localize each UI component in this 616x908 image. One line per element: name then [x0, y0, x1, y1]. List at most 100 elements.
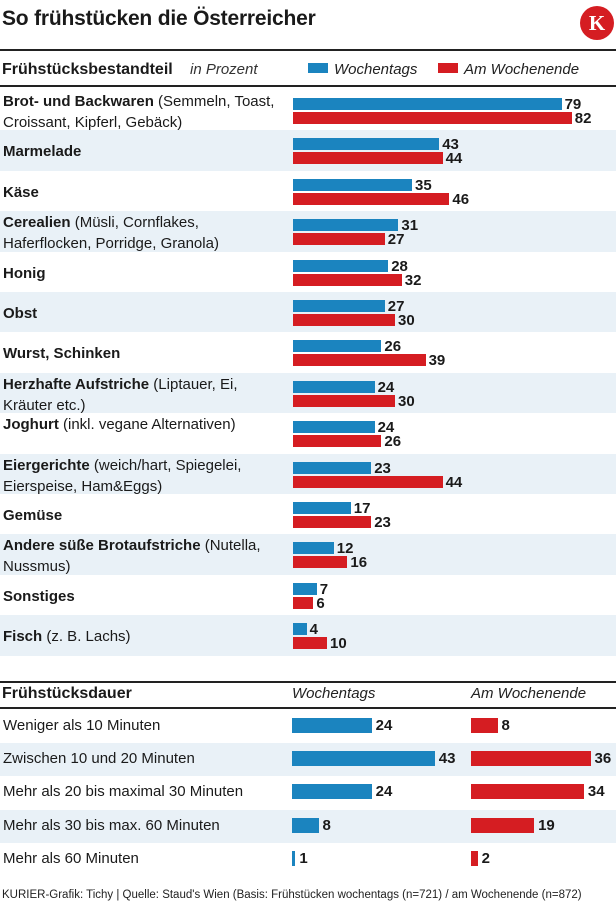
weekday-duration-value: 24: [375, 783, 393, 801]
weekend-bar: [293, 516, 372, 528]
weekend-duration-bar: [471, 751, 591, 767]
weekday-value: 28: [391, 257, 408, 275]
weekday-bar: [293, 542, 334, 555]
source-footer: KURIER-Grafik: Tichy | Quelle: Staud's W…: [2, 889, 582, 901]
weekend-bar: [293, 354, 426, 367]
category-name: Andere süße Brotaufstriche: [3, 537, 201, 555]
weekend-value: 27: [387, 231, 405, 249]
weekend-duration-value: 19: [538, 816, 555, 834]
weekend-value: 46: [452, 190, 470, 208]
weekday-duration-bar: [292, 718, 372, 733]
weekday-bar: [293, 219, 399, 232]
weekday-value: 35: [415, 176, 432, 194]
weekday-bar: [293, 380, 375, 393]
weekend-value: 30: [398, 312, 415, 329]
category-detail: (Liptauer, Ei, Kräuter etc.): [3, 375, 238, 414]
weekend-value: 32: [404, 271, 422, 289]
components-divider: [0, 85, 616, 87]
category-label: Obst: [3, 303, 288, 324]
weekend-duration-bar: [471, 850, 478, 866]
weekday-value: 26: [384, 338, 402, 356]
category-detail: (Semmeln, Toast, Croissant, Kipferl, Geb…: [3, 93, 275, 131]
weekday-value: 7: [319, 580, 329, 598]
weekend-duration-value: 34: [587, 783, 605, 801]
category-detail: (Müsli, Cornflakes, Haferflocken, Porrid…: [3, 214, 219, 253]
category-name: Marmelade: [3, 143, 82, 161]
category-label: Joghurt (inkl. vegane Alternativen): [3, 414, 288, 435]
weekday-duration-bar: [292, 850, 296, 866]
weekday-value: 24: [377, 378, 395, 396]
duration-label: Zwischen 10 und 20 Minuten: [3, 750, 195, 768]
weekend-duration-value: 36: [594, 750, 612, 768]
category-label: Gemüse: [3, 505, 288, 526]
weekday-bar: [293, 138, 440, 151]
weekend-bar: [293, 596, 314, 609]
category-name: Joghurt: [3, 416, 59, 434]
legend-weekend-swatch: [438, 63, 458, 73]
duration-label: Mehr als 30 bis max. 60 Minuten: [3, 816, 220, 834]
weekday-bar: [293, 340, 382, 353]
category-label: Fisch (z. B. Lachs): [3, 626, 288, 647]
weekend-value: 16: [350, 554, 368, 572]
weekday-bar: [293, 178, 412, 191]
weekend-value: 44: [445, 150, 463, 168]
weekday-duration-value: 1: [299, 849, 308, 867]
weekday-bar: [293, 98, 562, 110]
category-label: Marmelade: [3, 141, 288, 162]
duration-divider: [0, 707, 616, 709]
weekend-bar: [293, 233, 385, 246]
weekend-value: 23: [374, 514, 391, 531]
category-label: Käse: [3, 182, 288, 203]
weekend-value: 39: [428, 352, 446, 370]
weekday-value: 12: [336, 540, 354, 558]
legend-weekday-label: Wochentags: [334, 61, 418, 78]
duration-label: Mehr als 60 Minuten: [3, 849, 139, 867]
legend-weekday-swatch: [308, 63, 328, 73]
weekday-value: 43: [442, 136, 459, 154]
weekend-duration-value: 2: [481, 849, 490, 867]
unit-label: in Prozent: [190, 61, 258, 78]
duration-section-title: Frühstücksdauer: [2, 685, 132, 702]
duration-label: Mehr als 20 bis maximal 30 Minuten: [3, 783, 244, 801]
category-name: Fisch: [3, 628, 43, 646]
weekday-bar: [293, 259, 389, 272]
category-detail: (inkl. vegane Alternativen): [58, 416, 236, 434]
category-name: Cerealien: [3, 214, 71, 232]
category-label: Herzhafte Aufstriche (Liptauer, Ei, Kräu…: [3, 374, 288, 416]
kurier-logo: K: [580, 6, 614, 40]
weekday-duration-value: 43: [438, 750, 456, 768]
weekend-bar: [293, 192, 450, 205]
category-name: Herzhafte Aufstriche: [3, 375, 150, 393]
weekend-bar: [293, 394, 395, 407]
weekend-value: 82: [574, 110, 592, 127]
weekday-duration-bar: [292, 817, 319, 833]
weekday-bar: [293, 582, 317, 595]
category-name: Käse: [3, 183, 39, 201]
category-name: Eiergerichte: [3, 456, 90, 474]
weekend-value: 44: [445, 473, 463, 491]
weekend-duration-bar: [471, 817, 535, 833]
duration-weekday-heading: Wochentags: [292, 685, 376, 702]
weekend-value: 26: [384, 433, 402, 451]
category-label: Brot- und Backwaren (Semmeln, Toast, Cro…: [3, 91, 288, 133]
category-label: Eiergerichte (weich/hart, Spiegelei, Eie…: [3, 455, 288, 497]
weekend-value: 30: [398, 392, 415, 410]
weekend-bar: [293, 475, 443, 488]
category-label: Cerealien (Müsli, Cornflakes, Haferflock…: [3, 212, 288, 254]
weekend-value: 10: [330, 635, 347, 653]
category-detail: (weich/hart, Spiegelei, Eierspeise, Ham&…: [3, 456, 242, 495]
weekend-value: 6: [316, 594, 325, 612]
category-name: Sonstiges: [3, 587, 75, 605]
duration-top-divider: [0, 681, 616, 683]
weekend-bar: [293, 112, 572, 124]
duration-weekend-heading: Am Wochenende: [471, 685, 587, 702]
weekday-bar: [293, 461, 372, 474]
weekday-value: 79: [564, 96, 582, 113]
category-name: Obst: [3, 305, 38, 322]
weekday-duration-bar: [292, 784, 372, 800]
weekend-bar: [293, 637, 327, 650]
weekday-value: 23: [374, 459, 391, 477]
category-name: Brot- und Backwaren: [3, 93, 154, 110]
components-section-title: Frühstücksbestandteil: [2, 61, 173, 78]
weekend-duration-bar: [471, 718, 498, 733]
